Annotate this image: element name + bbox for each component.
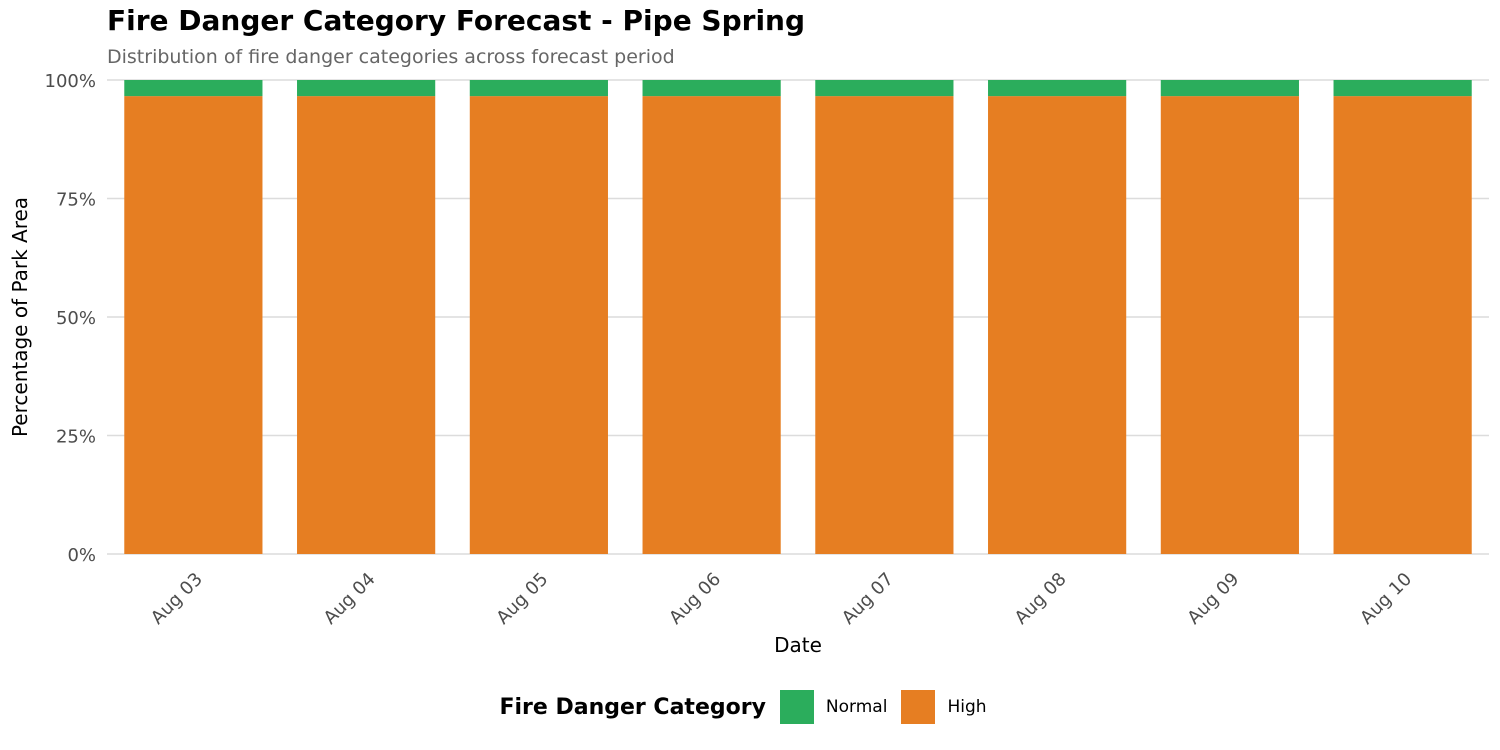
bar-normal — [1333, 80, 1472, 97]
bar-normal — [815, 80, 954, 97]
x-tick-label: Aug 06 — [665, 569, 725, 629]
legend-item-high: High — [901, 690, 987, 724]
y-tick-label: 75% — [56, 190, 96, 211]
bar-high — [1333, 96, 1472, 554]
bar-normal — [297, 80, 436, 97]
y-tick-label: 100% — [45, 71, 96, 92]
bar-normal — [469, 80, 608, 97]
x-axis-label: Date — [774, 633, 822, 657]
bar-high — [815, 96, 954, 554]
x-tick-label: Aug 09 — [1183, 569, 1243, 629]
legend-item-normal: Normal — [779, 690, 888, 724]
x-tick-label: Aug 05 — [492, 569, 552, 629]
x-tick-label: Aug 04 — [320, 569, 380, 629]
bar-normal — [988, 80, 1127, 97]
legend-swatch-high — [901, 690, 936, 724]
bar-high — [297, 96, 436, 554]
bar-normal — [1160, 80, 1299, 97]
x-tick-label: Aug 07 — [838, 569, 898, 629]
bar-normal — [642, 80, 781, 97]
bar-high — [642, 96, 781, 554]
y-tick-label: 50% — [56, 308, 96, 329]
x-tick-label: Aug 03 — [147, 569, 207, 629]
x-tick-label: Aug 08 — [1011, 569, 1071, 629]
legend-label-normal: Normal — [825, 697, 888, 717]
bar-high — [1160, 96, 1299, 554]
bar-high — [988, 96, 1127, 554]
chart-subtitle: Distribution of fire danger categories a… — [107, 46, 675, 68]
x-tick-label: Aug 10 — [1356, 569, 1416, 629]
y-axis-label: Percentage of Park Area — [8, 197, 32, 437]
bar-normal — [124, 80, 263, 97]
legend: Fire Danger Category Normal High — [0, 690, 1500, 724]
legend-swatch-normal — [779, 690, 814, 724]
bar-high — [469, 96, 608, 554]
legend-label-high: High — [947, 697, 987, 717]
chart-title: Fire Danger Category Forecast - Pipe Spr… — [107, 4, 806, 37]
bar-high — [124, 96, 263, 554]
y-tick-label: 0% — [67, 545, 96, 566]
legend-title: Fire Danger Category — [499, 694, 766, 720]
y-tick-label: 25% — [56, 427, 96, 448]
